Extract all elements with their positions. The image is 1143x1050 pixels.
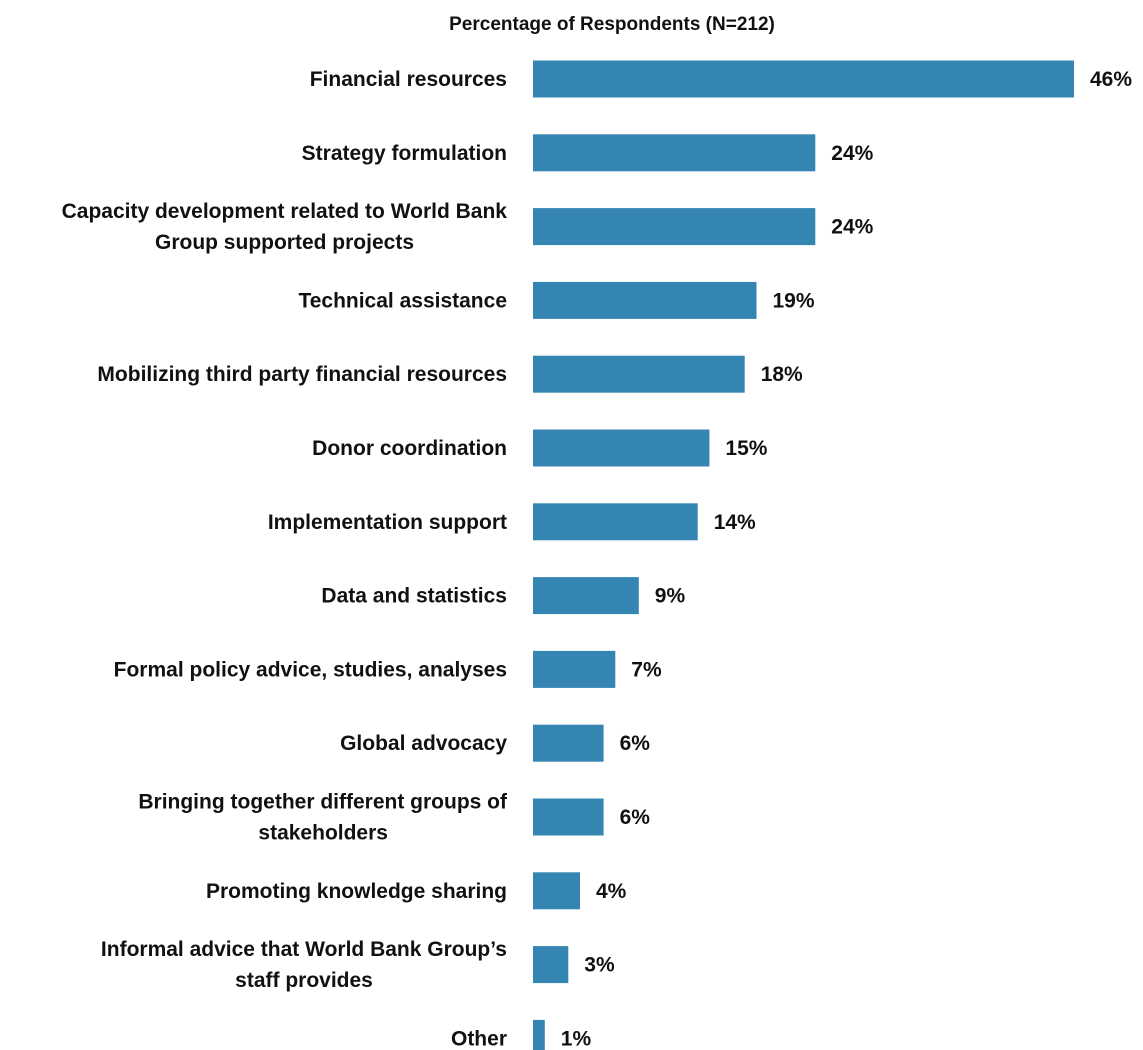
bar-0 [533, 60, 1074, 98]
value-label-10: 6% [620, 806, 651, 829]
bar-13 [533, 1019, 545, 1050]
bar-11 [533, 872, 580, 910]
bar-2 [533, 208, 816, 246]
category-label-1: Strategy formulation [302, 142, 507, 165]
value-label-1: 24% [831, 142, 873, 165]
category-label-0: Financial resources [310, 68, 507, 91]
category-label-12-line-1: staff provides [235, 969, 373, 992]
category-label-3: Technical assistance [298, 289, 507, 312]
value-label-5: 15% [725, 437, 767, 460]
bar-8 [533, 650, 616, 688]
bar-5 [533, 429, 710, 467]
bar-4 [533, 355, 745, 393]
category-label-7: Data and statistics [321, 585, 507, 608]
category-label-11: Promoting knowledge sharing [206, 880, 507, 903]
category-label-6: Implementation support [268, 511, 507, 534]
category-labels: Financial resources Strategy formulation C… [62, 68, 508, 1050]
chart-title: Percentage of Respondents (N=212) [449, 14, 775, 35]
category-label-5: Donor coordination [312, 437, 507, 460]
category-label-10-line-1: stakeholders [258, 822, 388, 845]
category-label-9: Global advocacy [340, 732, 507, 755]
category-label-8: Formal policy advice, studies, analyses [114, 658, 507, 681]
category-label-13: Other [451, 1027, 507, 1050]
bar-6 [533, 503, 698, 541]
value-label-8: 7% [631, 658, 662, 681]
value-label-2: 24% [831, 216, 873, 239]
value-label-0: 46% [1090, 68, 1132, 91]
bar-7 [533, 577, 639, 615]
value-label-7: 9% [655, 585, 686, 608]
bars [533, 60, 1074, 1050]
bar-12 [533, 946, 569, 984]
bar-3 [533, 281, 757, 319]
category-label-12-line-0: Informal advice that World Bank Group’s [101, 938, 507, 961]
value-label-11: 4% [596, 880, 627, 903]
bar-9 [533, 724, 604, 762]
value-label-6: 14% [714, 511, 756, 534]
value-label-13: 1% [561, 1027, 592, 1050]
value-label-12: 3% [584, 954, 615, 977]
value-label-9: 6% [620, 732, 651, 755]
value-label-3: 19% [773, 289, 815, 312]
value-label-4: 18% [761, 363, 803, 386]
category-label-2-line-0: Capacity development related to World Ba… [62, 200, 508, 223]
bar-1 [533, 134, 816, 172]
category-label-10-line-0: Bringing together different groups of [138, 791, 508, 814]
category-label-2-line-1: Group supported projects [155, 231, 414, 254]
value-labels: 46% 24% 24% 19% 18% 15% 14% 9% 7% 6% 6% 4% 3% 1% [561, 68, 1133, 1050]
bar-10 [533, 798, 604, 836]
category-label-4: Mobilizing third party financial resourc… [97, 363, 507, 386]
